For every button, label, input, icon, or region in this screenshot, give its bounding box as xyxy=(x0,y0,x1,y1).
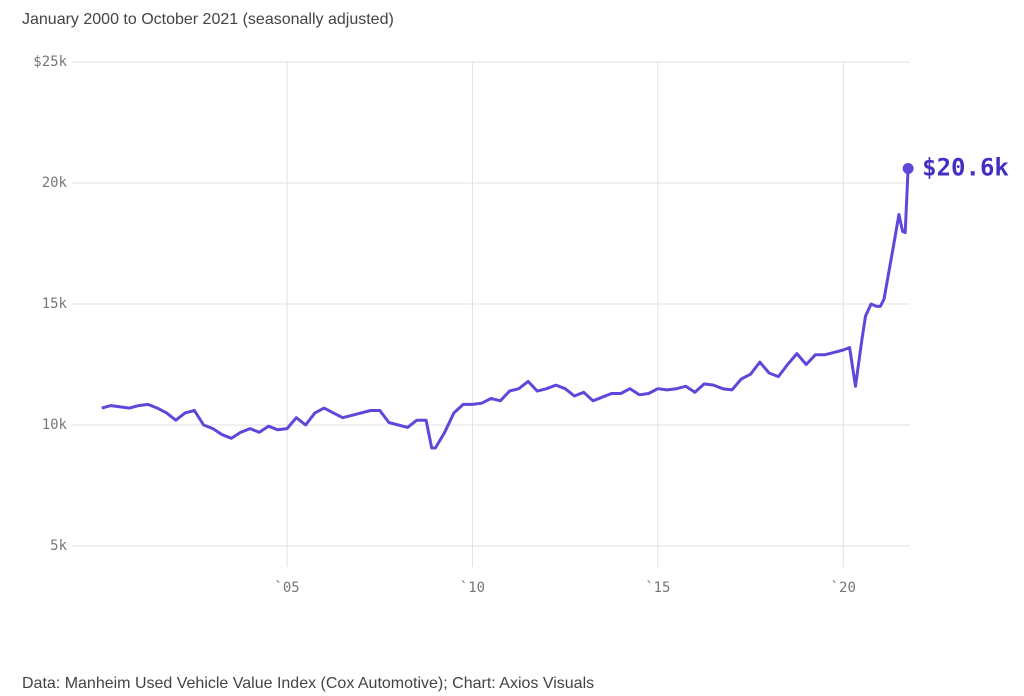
end-point xyxy=(902,162,914,174)
x-tick-label: `15 xyxy=(645,580,670,596)
data-line xyxy=(101,168,910,450)
y-tick-label: 15k xyxy=(42,296,68,312)
y-tick-label: 5k xyxy=(50,538,67,554)
x-tick-label: `05 xyxy=(274,580,299,596)
source-note: Data: Manheim Used Vehicle Value Index (… xyxy=(22,675,594,692)
end-label: $20.6k xyxy=(922,153,1009,181)
y-tick-label: $25k xyxy=(33,54,67,70)
y-tick-label: 10k xyxy=(42,417,68,433)
chart-subtitle: January 2000 to October 2021 (seasonally… xyxy=(22,11,394,28)
y-tick-label: 20k xyxy=(42,175,68,191)
x-tick-label: `10 xyxy=(460,580,485,596)
x-tick-label: `20 xyxy=(831,580,856,596)
